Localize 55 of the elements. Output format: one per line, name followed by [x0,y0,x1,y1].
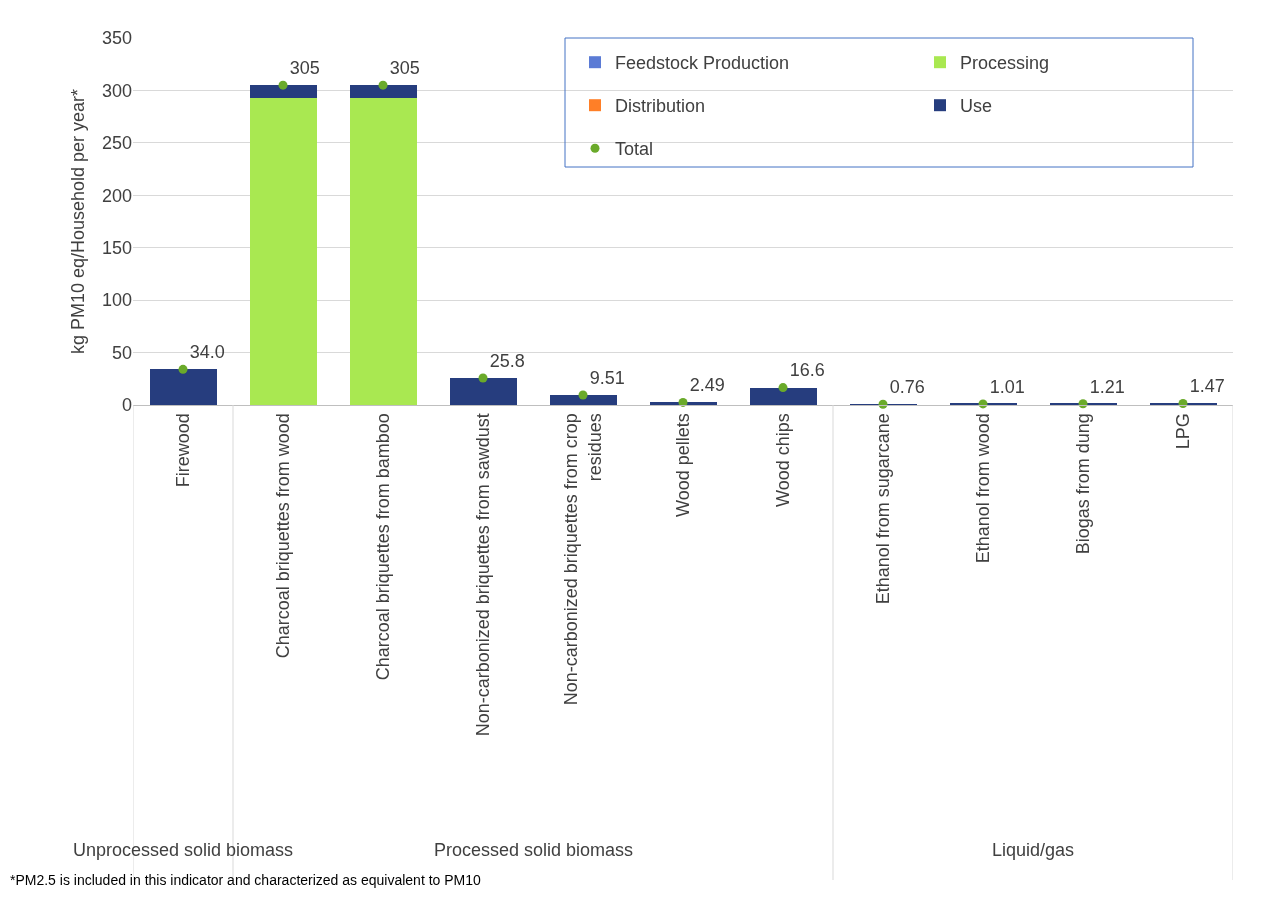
point [178,364,188,374]
legend-label: Use [960,96,993,117]
bar [349,85,417,98]
point [778,383,788,393]
data-label: 34.0 [189,342,225,363]
x-tick-label: LPG [1172,413,1193,450]
x-tick-label: Non-carbonized briquettes from sawdust [472,413,493,737]
bar [249,85,317,98]
text: Liquid/gas [992,840,1075,860]
data-label: 305 [289,58,320,79]
bar [349,97,417,405]
bar [149,369,217,405]
text: Unprocessed solid biomass [73,840,294,860]
bar [549,395,617,405]
y-tick-label: 250 [101,133,132,154]
x-tick-label: Ethanol from wood [972,413,993,564]
legend-label: Distribution [615,96,706,117]
bar [449,377,517,405]
point [478,373,488,383]
y-tick-label: 0 [121,395,132,416]
point [378,80,388,90]
data-label: 2.49 [689,375,725,396]
x-tick-label: Wood pellets [672,413,693,517]
x-tick-label: Ethanol from sugarcane [872,413,893,605]
data-label: 305 [389,58,420,79]
data-label: 1.47 [1189,376,1225,397]
y-tick-label: 200 [101,185,132,206]
point [278,80,288,90]
legend-label: Feedstock Production [615,53,790,74]
data-label: 1.21 [1089,376,1125,397]
point [578,390,588,400]
y-tick-label: 50 [111,342,132,363]
x-tick-label: Charcoal briquettes from wood [272,413,293,659]
x-tick-label: Non-carbonized briquettes from crop residues [561,413,605,706]
y-axis-title: kg PM10 eq/Household per year* [68,88,89,355]
y-tick-label: 150 [101,238,132,259]
y-tick-label: 350 [101,28,132,49]
legend-label: Processing [960,53,1050,74]
data-label: 16.6 [789,360,825,381]
data-label: 0.76 [889,377,925,398]
data-label: 1.01 [989,376,1025,397]
bar [649,402,717,405]
data-label: 25.8 [489,350,525,371]
text: *PM2.5 is included in this indicator and characterized as equivalent to PM10 [10,872,482,888]
data-label: 9.51 [589,367,625,388]
x-tick-label: Firewood [172,413,193,488]
x-tick-label: Biogas from dung [1072,413,1093,555]
bar [749,387,817,405]
legend-label: Total [615,139,654,160]
y-tick-label: 300 [101,80,132,101]
x-tick-label: Charcoal briquettes from bamboo [372,413,393,681]
bar [249,97,317,405]
x-tick-label: Wood chips [772,413,793,507]
text: Processed solid biomass [434,840,634,860]
y-tick-label: 100 [101,290,132,311]
